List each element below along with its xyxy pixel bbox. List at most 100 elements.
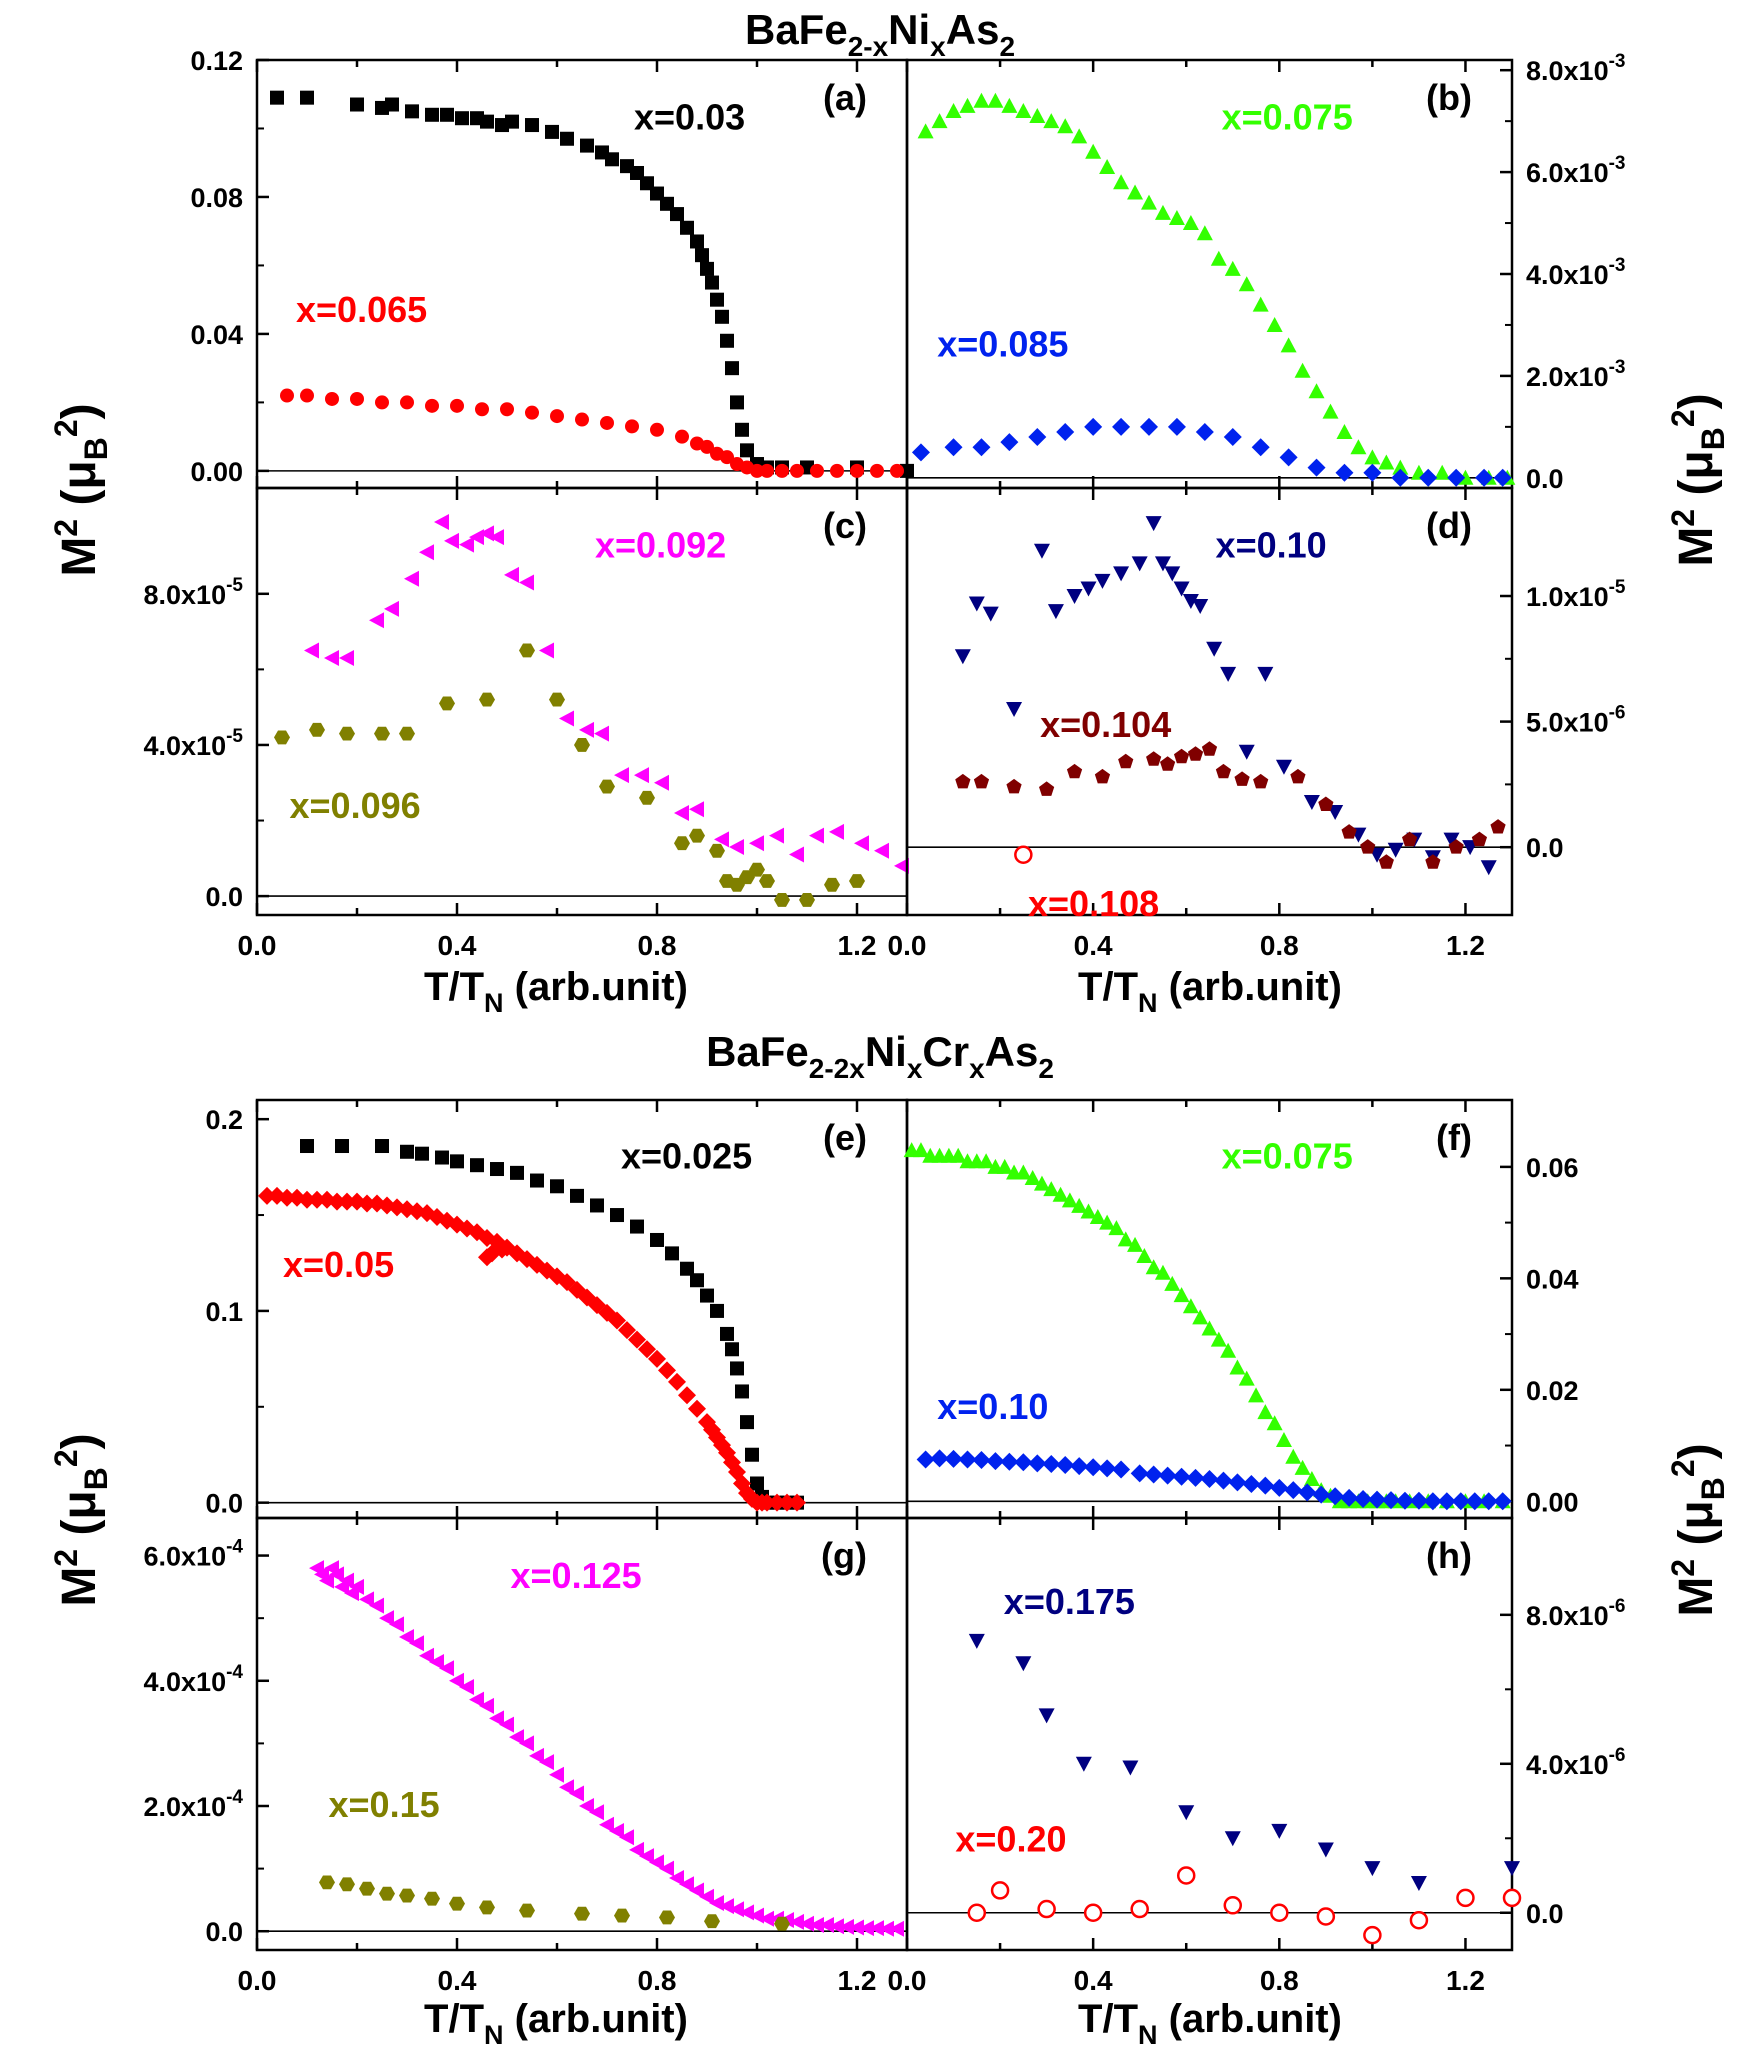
data-point [659,1860,674,1877]
series-label: x=0.104 [1040,704,1171,745]
data-point [1094,768,1111,784]
series-label: x=0.10 [1216,525,1327,566]
data-point [339,650,354,667]
data-point [349,1578,364,1595]
data-point [1224,260,1241,276]
data-point [674,804,689,821]
data-point [1158,1466,1177,1485]
data-point [1214,1471,1233,1490]
data-point [304,642,319,659]
data-point [490,1162,504,1177]
data-point [1033,543,1050,559]
data-point [1419,468,1438,487]
data-point [930,1449,949,1468]
data-point [549,1766,564,1783]
series-x0.175 [968,1633,1520,1891]
data-point [479,692,495,707]
data-point [1350,439,1367,455]
data-point [945,102,962,118]
data-point [1279,448,1298,467]
x-tick-label: 0.4 [438,930,477,961]
data-point [1294,362,1311,378]
data-point [730,395,744,410]
x-tick-label: 0.4 [1074,930,1113,961]
data-point [889,1920,904,1937]
ylabel-left-bottom: M2 (μB2) [48,1433,114,1606]
data-point [258,1186,276,1205]
data-point [725,1342,739,1357]
data-point [760,463,774,478]
data-point [700,261,714,276]
data-point [1425,854,1441,869]
data-point [1182,594,1199,610]
data-point [704,1914,720,1929]
data-point [1275,759,1292,775]
data-point [1224,1831,1241,1847]
data-point [894,857,909,874]
data-point [1363,1925,1382,1945]
data-point [1336,423,1353,439]
data-point [1037,1899,1056,1919]
data-point [1071,128,1088,144]
data-point [973,773,990,789]
series-x0.05 [258,1186,806,1512]
data-point [715,309,729,324]
data-point [475,402,489,417]
data-point [1099,159,1116,174]
y-tick-label: 0.04 [190,320,243,350]
data-point [1200,1469,1219,1488]
data-point [429,1654,444,1670]
data-point [1130,1899,1149,1919]
y-tick-label: 6.0x10-4 [144,1537,244,1572]
data-point [1192,599,1209,615]
data-point [978,1153,995,1169]
data-point [1154,556,1171,572]
data-point [1290,768,1306,784]
data-point [729,877,745,892]
data-point [1015,102,1032,118]
data-point [300,388,314,403]
data-point [469,1691,484,1708]
data-point [405,104,419,119]
panel-h: 0.0 4.0x10-6 8.0x10-6 0.0 0.4 0.8 1.2 (h) x=0.17… [888,1516,1626,1996]
data-point [444,532,459,549]
data-point [1251,438,1270,457]
data-point [830,463,844,478]
data-point [1490,819,1506,834]
data-point [1316,1907,1336,1926]
data-point [944,438,963,457]
series-x0.10 [916,1449,1512,1511]
data-point [1130,1464,1149,1483]
data-point [849,1919,864,1936]
data-point [690,234,704,249]
data-point [539,642,554,659]
data-point [1173,1287,1190,1303]
data-point [375,395,389,410]
x-tick-label: 0.0 [238,930,277,961]
data-point [1451,1492,1470,1511]
data-point [750,463,764,478]
panel-label: (b) [1426,77,1472,118]
data-point [409,1635,424,1652]
data-point [799,892,815,907]
x-tick-label: 1.2 [838,930,877,961]
data-point [300,1139,314,1154]
series-label: x=0.05 [283,1244,394,1285]
data-point [917,123,934,139]
data-point [1141,194,1157,210]
data-point [1080,581,1097,597]
data-point [670,207,684,222]
series-label: x=0.096 [290,785,421,826]
data-point [619,1829,634,1846]
data-point [774,892,790,907]
panel-g: 0.0 2.0x10-4 4.0x10-4 6.0x10-4 0.0 0.4 0.8 1.2 (… [144,1516,909,1996]
data-point [788,1493,806,1512]
data-point [499,1716,514,1733]
data-point [308,1190,326,1209]
data-point [769,827,784,844]
data-point [695,248,709,263]
data-point [350,391,364,406]
data-point [629,1841,644,1858]
y-tick-label: 0.1 [205,1297,243,1327]
data-point [1043,113,1060,129]
